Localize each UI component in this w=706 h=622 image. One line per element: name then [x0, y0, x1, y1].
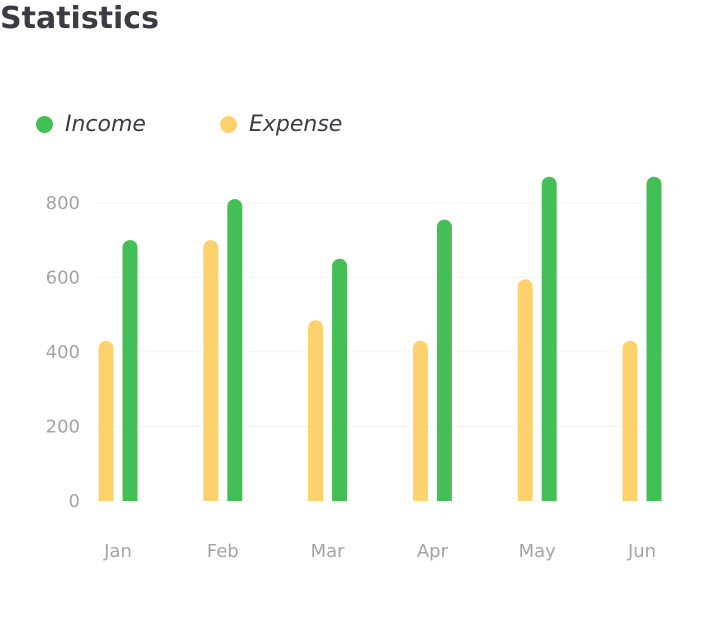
bar-income-feb[interactable] — [227, 199, 243, 502]
y-axis-ticks: 0 200 400 600 800 — [46, 193, 80, 512]
page-title: Statistics — [0, 1, 159, 36]
legend-label-expense: Expense — [248, 112, 343, 137]
y-tick-label: 0 — [69, 491, 80, 512]
x-tick-label: Mar — [311, 541, 346, 562]
bar-expense-jun[interactable] — [622, 340, 638, 501]
bar-income-may[interactable] — [541, 176, 557, 501]
y-tick-label: 600 — [46, 267, 80, 288]
x-tick-label: Jun — [627, 541, 656, 562]
bar-expense-apr[interactable] — [412, 340, 428, 501]
legend-item-income[interactable]: Income — [36, 112, 146, 137]
legend-label-income: Income — [65, 112, 146, 137]
y-tick-label: 800 — [46, 193, 80, 214]
x-tick-label: Jan — [103, 541, 132, 562]
bar-expense-may[interactable] — [517, 279, 533, 501]
legend-dot-expense — [219, 116, 237, 133]
y-tick-label: 400 — [46, 342, 80, 363]
x-axis-ticks: Jan Feb Mar Apr May Jun — [103, 541, 656, 562]
legend-dot-income — [36, 116, 53, 133]
bar-income-mar[interactable] — [332, 258, 348, 501]
x-tick-label: Apr — [417, 541, 449, 562]
x-tick-label: Feb — [207, 541, 239, 562]
legend-item-expense[interactable]: Expense — [219, 112, 343, 137]
bar-income-apr[interactable] — [436, 219, 452, 501]
bar-income-jun[interactable] — [646, 176, 662, 501]
y-tick-label: 200 — [46, 416, 80, 437]
bar-expense-jan[interactable] — [98, 340, 114, 501]
grid-lines — [98, 202, 665, 427]
chart-legend: Income Expense — [36, 112, 416, 137]
bar-income-jan[interactable] — [122, 240, 138, 501]
x-tick-label: May — [519, 541, 557, 562]
bar-expense-mar[interactable] — [308, 320, 324, 501]
bar-expense-feb[interactable] — [203, 240, 219, 501]
bars — [98, 176, 662, 502]
